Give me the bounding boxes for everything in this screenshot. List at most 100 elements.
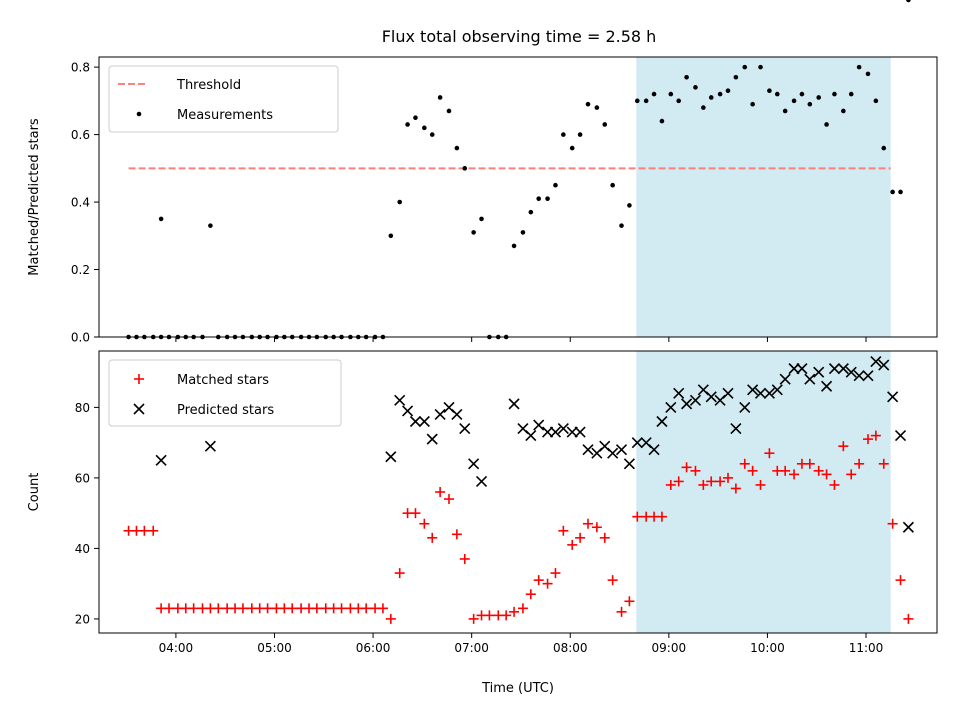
legend: Matched stars Predicted stars: [108, 359, 342, 427]
predicted-star-point: [409, 415, 422, 428]
matched-star-point: [148, 525, 159, 536]
y-tick-label: 0.4: [71, 196, 90, 210]
y-ticks: 20 40 60 80: [75, 401, 99, 626]
highlight-span: [636, 351, 891, 633]
predicted-star-point: [533, 419, 545, 431]
measurement-point: [577, 132, 583, 137]
predicted-star-point: [418, 415, 430, 428]
predicted-star-point: [673, 387, 685, 399]
measurement-point: [619, 223, 624, 228]
matched-star-point: [237, 603, 248, 614]
matched-star-point: [755, 479, 766, 490]
measurement-point: [881, 145, 887, 151]
matched-star-point: [213, 603, 224, 614]
predicted-star-point: [566, 426, 578, 438]
predicted-star-point: [681, 398, 693, 410]
matched-star-point: [410, 508, 421, 519]
predicted-star-point: [747, 384, 759, 396]
measurement-point: [511, 243, 517, 249]
matched-star-point: [632, 511, 643, 522]
x-ticks: 04:00 05:00 06:00 07:00 08:00 09:00 10:00 11:00: [159, 633, 883, 655]
legend-predicted-swatch: [133, 403, 145, 415]
matched-star-point: [582, 518, 593, 529]
measurement-point: [208, 223, 213, 228]
matched-star-point: [361, 603, 372, 614]
x-tick-label: 10:00: [750, 641, 785, 655]
matched-star-point: [262, 603, 273, 614]
y-tick-label: 0.6: [71, 128, 90, 142]
measurement-point: [561, 132, 566, 137]
matched-star-point: [525, 589, 536, 600]
measurement-point: [634, 98, 640, 104]
x-tick-label: 05:00: [257, 641, 292, 655]
predicted-star-point: [853, 370, 865, 382]
measurement-point: [569, 145, 575, 151]
matched-star-point: [139, 525, 150, 536]
predicted-star-point: [878, 359, 890, 371]
y-tick-label: 0.0: [71, 331, 90, 345]
measurement-point: [676, 98, 681, 104]
predicted-star-point: [730, 422, 742, 435]
measurement-point: [733, 74, 739, 80]
matched-star-point: [616, 606, 627, 617]
predicted-star-point: [779, 373, 791, 385]
matched-star-point: [311, 603, 322, 614]
measurement-point: [659, 118, 665, 124]
measurement-point: [832, 91, 837, 97]
predicted-star-point: [771, 384, 783, 396]
measurement-point: [856, 64, 862, 70]
measurement-point: [799, 91, 805, 97]
measurement-point: [610, 182, 615, 188]
legend-measurements-swatch: [136, 111, 142, 117]
y-tick-label: 20: [75, 612, 90, 626]
matched-star-point: [468, 613, 479, 624]
matched-star-point: [451, 529, 462, 540]
predicted-star-point: [754, 387, 767, 399]
matched-star-point: [656, 511, 667, 522]
matched-star-point: [287, 603, 298, 614]
predicted-star-point: [648, 444, 660, 456]
legend: Threshold Measurements: [108, 65, 339, 133]
matched-star-point: [599, 532, 610, 543]
measurement-point: [824, 122, 829, 127]
predicted-stars-points: [155, 356, 914, 533]
predicted-star-point: [862, 370, 874, 382]
predicted-star-point: [549, 426, 562, 438]
predicted-star-point: [394, 394, 406, 406]
legend-predicted-marker: [133, 403, 145, 415]
matched-star-point: [804, 458, 815, 469]
measurement-point: [454, 145, 460, 151]
predicted-star-point: [542, 426, 554, 438]
measurement-point: [388, 233, 394, 239]
measurement-point: [462, 166, 468, 171]
matched-star-point: [780, 465, 791, 476]
matched-star-point: [427, 532, 438, 543]
matched-star-point: [542, 578, 553, 589]
measurement-point: [774, 91, 780, 97]
matched-star-point: [394, 568, 405, 579]
x-ticks: [175, 337, 867, 342]
matched-star-point: [895, 575, 906, 586]
measurement-point: [865, 71, 871, 77]
predicted-star-point: [204, 440, 216, 452]
predicted-star-point: [574, 426, 586, 438]
predicted-star-point: [656, 415, 668, 428]
matched-star-point: [188, 603, 199, 614]
predicted-star-point: [557, 422, 569, 435]
measurement-point: [742, 64, 748, 70]
predicted-star-point: [837, 363, 849, 375]
matched-star-point: [821, 469, 832, 480]
matched-star-point: [377, 603, 388, 614]
measurement-point: [471, 230, 476, 235]
matched-star-point: [624, 596, 635, 607]
measurement-point: [816, 95, 821, 100]
measurement-point: [906, 0, 911, 3]
matched-star-point: [550, 568, 561, 579]
predicted-star-point: [813, 366, 825, 378]
predicted-star-point: [705, 391, 717, 403]
measurement-point: [627, 203, 632, 208]
matched-star-point: [591, 522, 602, 533]
predicted-star-point: [887, 391, 899, 403]
x-tick-label: 04:00: [159, 641, 194, 655]
